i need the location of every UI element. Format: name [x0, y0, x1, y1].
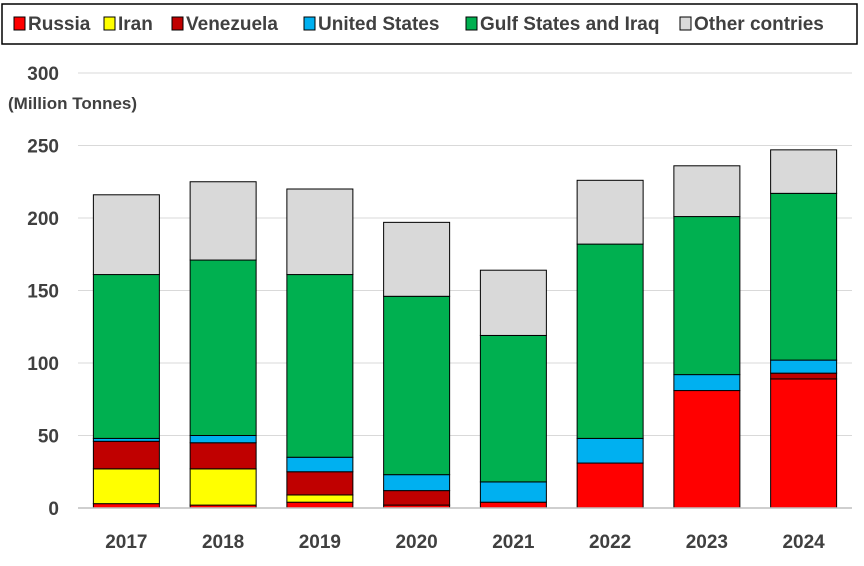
- bar-2021-other-contries: [479, 269, 547, 336]
- legend-swatch-gulf-states-and-iraq: [465, 16, 478, 31]
- bar-2023-gulf-states-and-iraq: [673, 216, 741, 376]
- legend-label-united-states: United States: [318, 14, 439, 35]
- bar-2019-venezuela: [286, 471, 354, 496]
- y-tick-label-150: 150: [27, 282, 59, 303]
- bar-2022-gulf-states-and-iraq: [576, 243, 644, 439]
- bar-2022-other-contries: [576, 179, 644, 245]
- bar-2024-venezuela: [770, 372, 838, 380]
- legend-label-gulf-states-and-iraq: Gulf States and Iraq: [480, 14, 659, 35]
- bar-2018-other-contries: [189, 181, 257, 261]
- bar-2019-iran: [286, 494, 354, 503]
- bar-2017-venezuela: [92, 440, 160, 470]
- bar-2023-russia: [673, 390, 741, 509]
- bar-2018-iran: [189, 468, 257, 506]
- bar-2024-gulf-states-and-iraq: [770, 192, 838, 361]
- x-axis: 2017 2018 2019 2020 2021 2022 2023 2024: [78, 507, 852, 553]
- x-tick-label-2019: 2019: [299, 532, 341, 553]
- bar-2020-united-states: [383, 474, 451, 492]
- bar-2020-other-contries: [383, 221, 451, 297]
- legend-swatch-united-states: [303, 16, 316, 31]
- bar-2022-united-states: [576, 437, 644, 464]
- bar-2018-united-states: [189, 435, 257, 444]
- bar-2019-gulf-states-and-iraq: [286, 274, 354, 458]
- bar-2019-united-states: [286, 456, 354, 473]
- bar-2023-other-contries: [673, 165, 741, 218]
- legend-label-other-contries: Other contries: [694, 14, 824, 35]
- y-tick-label-0: 0: [48, 499, 59, 520]
- legend-swatch-venezuela: [171, 16, 184, 31]
- bar-2020-gulf-states-and-iraq: [383, 295, 451, 476]
- x-tick-label-2024: 2024: [782, 532, 825, 553]
- bar-2022-russia: [576, 462, 644, 509]
- bar-2024-united-states: [770, 359, 838, 374]
- x-tick-label-2017: 2017: [105, 532, 147, 553]
- legend-label-russia: Russia: [28, 14, 91, 35]
- bar-2021-russia: [479, 501, 547, 509]
- bar-2019-other-contries: [286, 188, 354, 276]
- legend-swatch-other-contries: [679, 16, 692, 31]
- x-tick-label-2020: 2020: [395, 532, 437, 553]
- x-tick-label-2023: 2023: [686, 532, 728, 553]
- bar-2020-venezuela: [383, 490, 451, 506]
- bar-2024-russia: [770, 378, 838, 509]
- y-tick-label-100: 100: [27, 354, 59, 375]
- y-axis: 0 50 100 150 200 250 300 (Million Tonnes): [8, 64, 137, 520]
- legend-box: [1, 3, 858, 45]
- bar-2017-other-contries: [92, 194, 160, 276]
- y-axis-unit-label: (Million Tonnes): [8, 94, 137, 113]
- y-tick-label-300: 300: [27, 64, 59, 85]
- bar-2017-iran: [92, 468, 160, 505]
- bar-2021-united-states: [479, 481, 547, 503]
- x-tick-label-2018: 2018: [202, 532, 244, 553]
- legend-label-venezuela: Venezuela: [186, 14, 278, 35]
- bar-2018-gulf-states-and-iraq: [189, 259, 257, 436]
- legend-label-iran: Iran: [118, 14, 153, 35]
- x-tick-label-2021: 2021: [492, 532, 535, 553]
- bar-2019-russia: [286, 501, 354, 509]
- bar-2018-venezuela: [189, 442, 257, 470]
- bar-2021-gulf-states-and-iraq: [479, 334, 547, 483]
- legend: Russia Iran Venezuela United States Gulf Sta…: [1, 3, 858, 45]
- bar-2023-united-states: [673, 374, 741, 392]
- bars: [92, 149, 838, 509]
- y-tick-label-250: 250: [27, 137, 59, 158]
- bar-2017-gulf-states-and-iraq: [92, 274, 160, 439]
- bar-2024-other-contries: [770, 149, 838, 194]
- y-tick-label-200: 200: [27, 209, 59, 230]
- x-tick-label-2022: 2022: [589, 532, 631, 553]
- y-tick-label-50: 50: [38, 427, 59, 448]
- legend-swatch-iran: [103, 16, 116, 31]
- legend-swatch-russia: [13, 16, 26, 31]
